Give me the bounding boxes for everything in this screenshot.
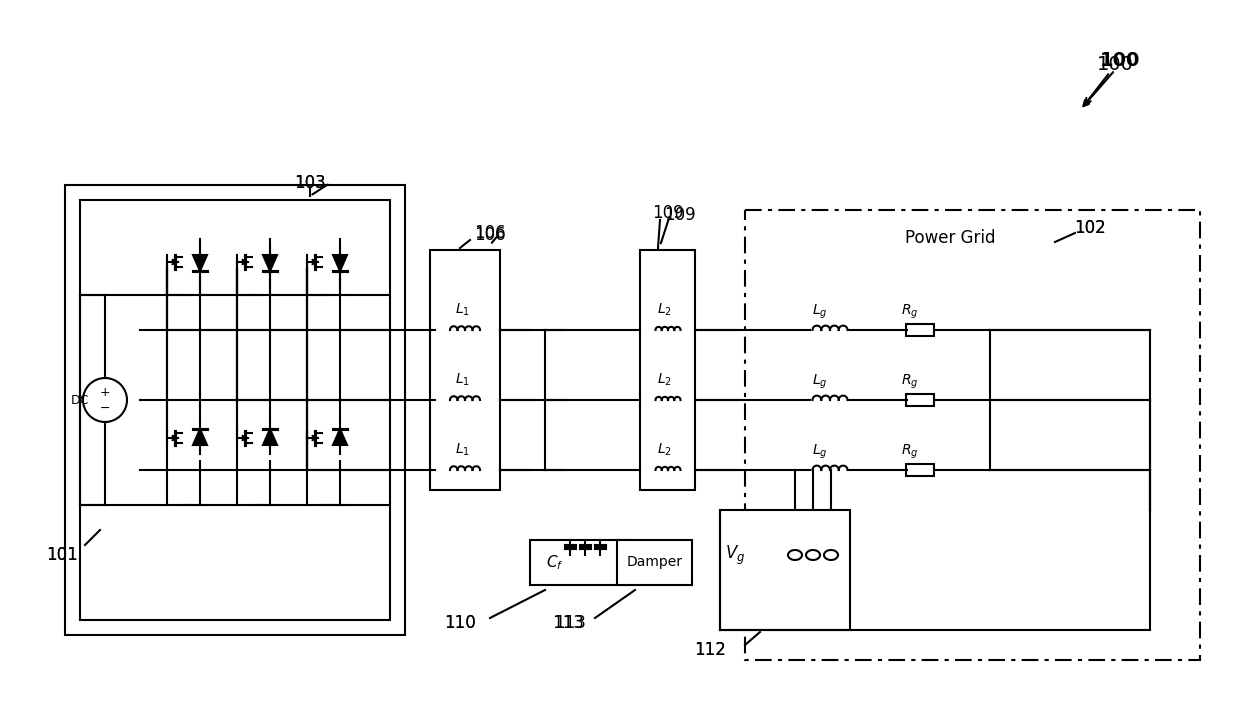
Text: $V_g$: $V_g$ [725,544,745,567]
Text: 109: 109 [652,204,683,222]
Text: $R_g$: $R_g$ [901,303,919,321]
Text: 110: 110 [444,614,476,632]
Bar [618,540,692,585]
Text: $L_2$: $L_2$ [656,302,672,318]
Bar [640,250,694,490]
Text: 101: 101 [46,546,78,564]
Text: 110: 110 [444,614,476,632]
Text: $R_g$: $R_g$ [901,443,919,461]
Text: 100: 100 [1100,50,1141,69]
Text: $L_2$: $L_2$ [656,442,672,459]
Polygon shape [193,255,207,271]
Bar [81,200,391,620]
Text: 113: 113 [552,614,584,632]
Text: +: + [99,386,110,399]
Text: $L_1$: $L_1$ [455,372,470,388]
Text: $L_2$: $L_2$ [656,372,672,388]
Text: $L_1$: $L_1$ [455,302,470,318]
Bar [720,510,849,630]
Text: 106: 106 [474,224,506,242]
Text: 103: 103 [294,174,326,192]
Bar [430,250,500,490]
Polygon shape [334,255,347,271]
Text: 101: 101 [46,546,78,564]
Bar [64,185,405,635]
Text: 102: 102 [1074,219,1106,237]
Text: 103: 103 [294,174,326,192]
Text: 100: 100 [1096,56,1133,74]
Text: Power Grid: Power Grid [905,229,996,247]
Text: $R_g$: $R_g$ [901,373,919,392]
Polygon shape [334,429,347,445]
Text: $L_g$: $L_g$ [812,443,828,461]
Bar [906,394,934,406]
Polygon shape [263,429,277,445]
Text: 102: 102 [1074,219,1106,237]
Text: $L_1$: $L_1$ [455,442,470,459]
Text: DC: DC [71,394,89,407]
Text: 112: 112 [694,641,725,659]
Text: Damper: Damper [627,555,683,569]
Text: $L_g$: $L_g$ [812,303,828,321]
Text: −: − [99,402,110,415]
Polygon shape [263,255,277,271]
Polygon shape [193,429,207,445]
Bar [529,540,630,585]
Text: 106: 106 [474,226,506,244]
Text: 109: 109 [665,206,696,224]
Text: $L_g$: $L_g$ [812,373,828,392]
Bar [906,464,934,476]
Bar [906,324,934,336]
Text: 113: 113 [554,614,587,632]
Text: 112: 112 [694,641,725,659]
Text: $C_f$: $C_f$ [546,554,564,572]
